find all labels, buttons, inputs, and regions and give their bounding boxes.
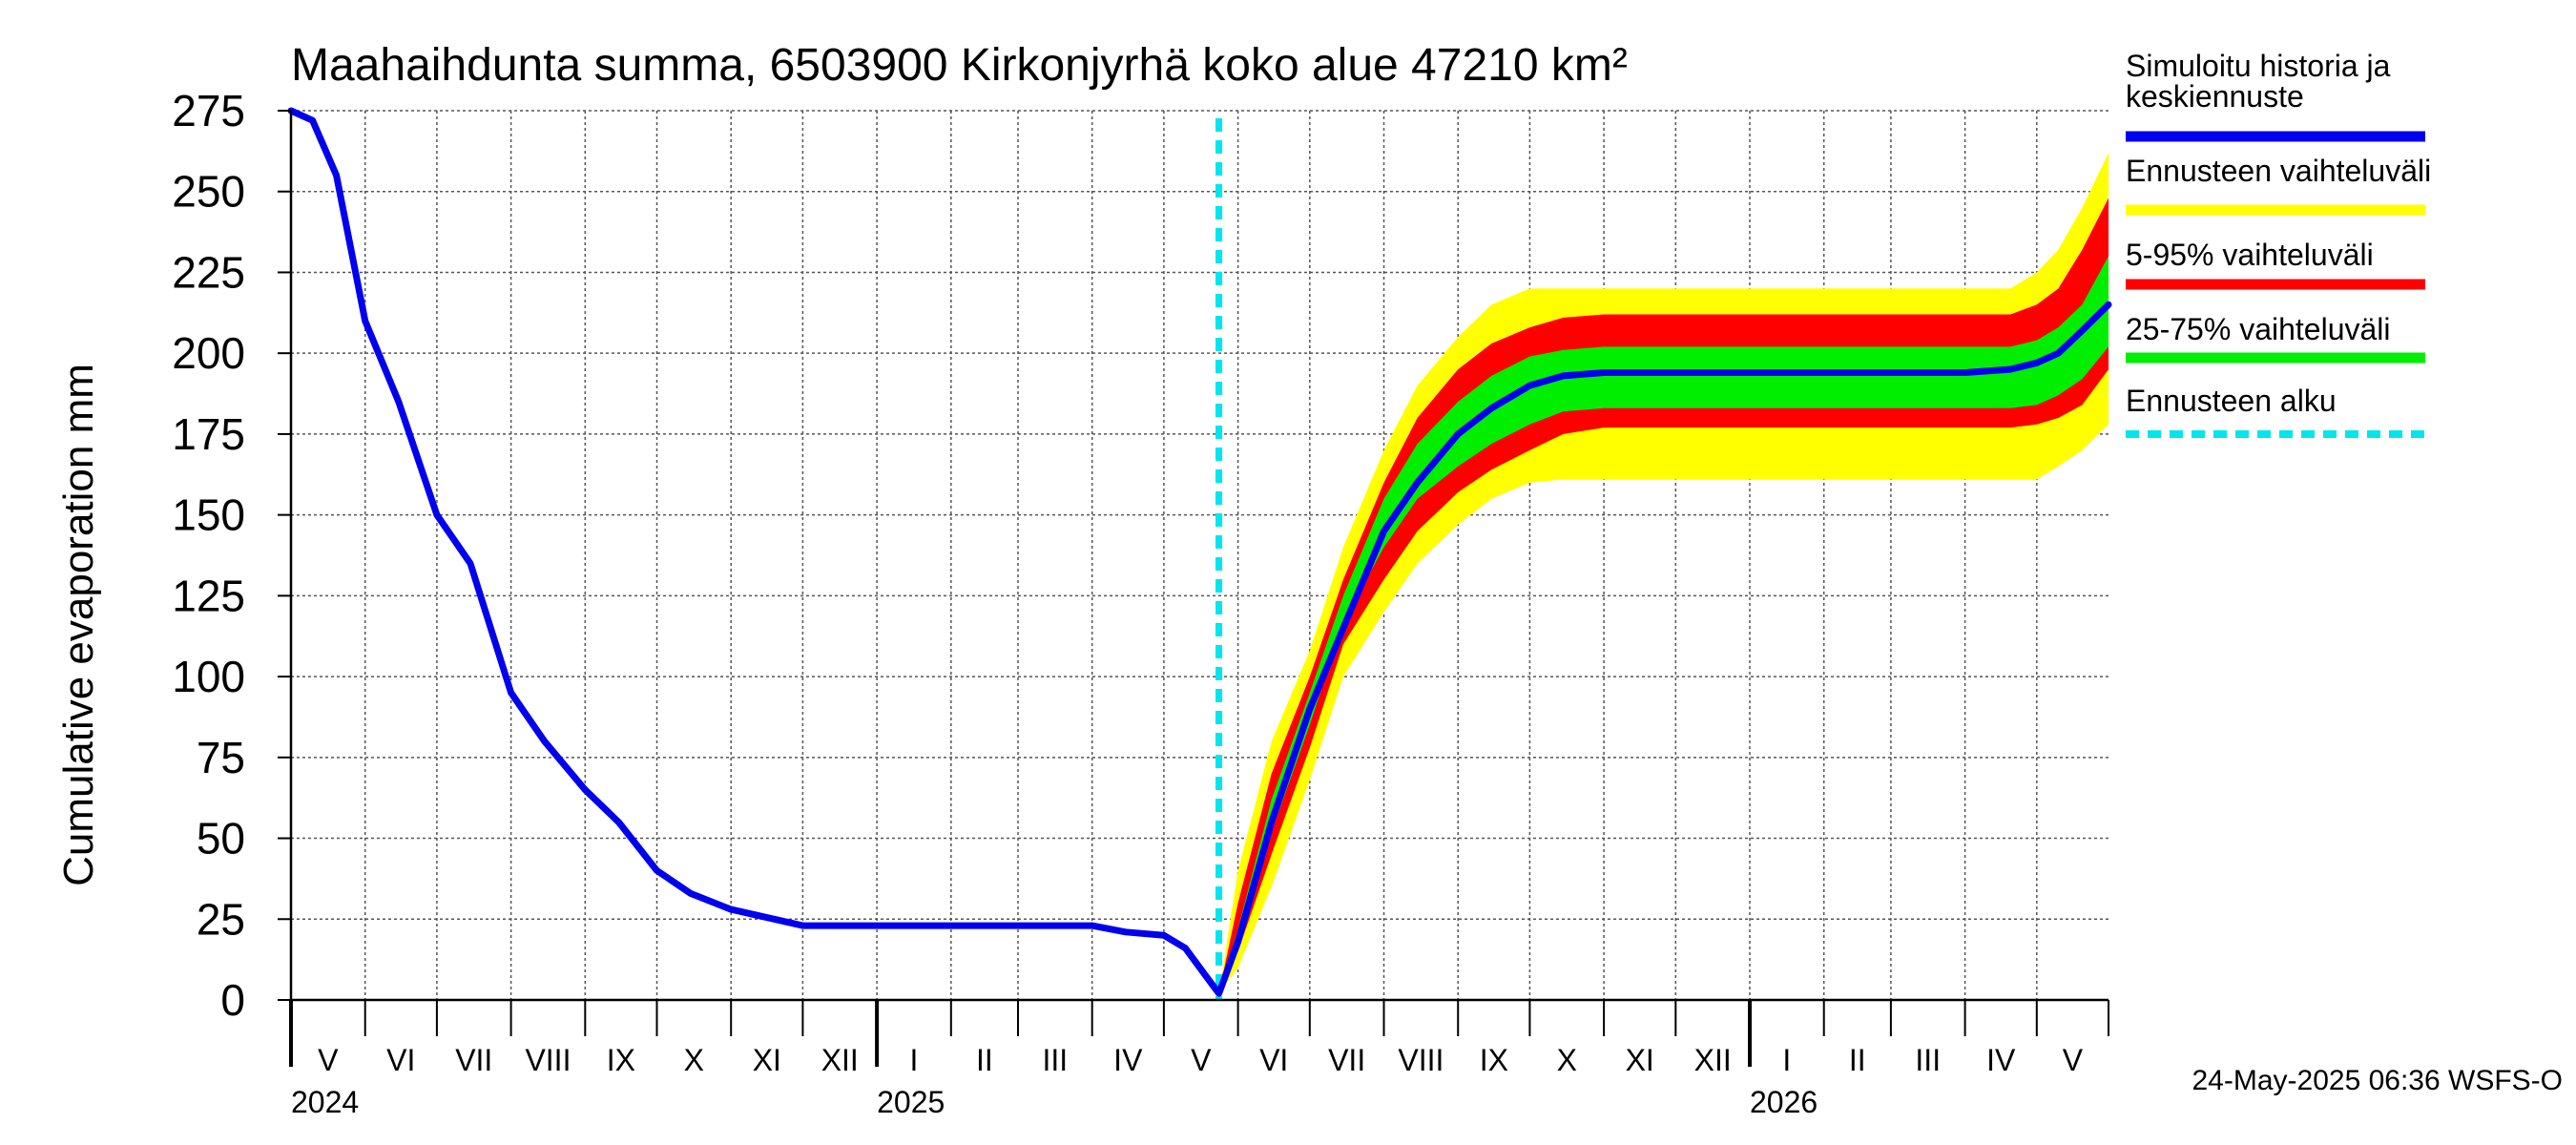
y-tick-label: 275 — [172, 86, 245, 135]
month-label: XII — [821, 1043, 859, 1077]
month-label: III — [1915, 1043, 1941, 1077]
chart-title: Maahaihdunta summa, 6503900 Kirkonjyrhä … — [291, 40, 1628, 91]
year-label: 2025 — [877, 1085, 945, 1119]
y-tick-labels: 0 25 50 75 100 125 150 175 200 225 250 275 — [172, 86, 245, 1025]
month-label: I — [1782, 1043, 1791, 1077]
y-tick-label: 200 — [172, 328, 245, 378]
timestamp-label: 24-May-2025 06:36 WSFS-O — [2192, 1065, 2564, 1096]
legend-label: Simuloitu historia ja — [2126, 49, 2391, 83]
month-label: X — [1557, 1043, 1577, 1077]
legend-label: keskiennuste — [2126, 79, 2304, 114]
y-tick-label: 25 — [197, 894, 245, 944]
month-label: VII — [455, 1043, 492, 1077]
y-tick-label: 175 — [172, 409, 245, 459]
month-label: XI — [1626, 1043, 1654, 1077]
y-tick-label: 250 — [172, 167, 245, 217]
axes — [278, 110, 2109, 1067]
legend-label: 5-95% vaihteluväli — [2126, 238, 2374, 272]
y-tick-label: 0 — [220, 975, 245, 1025]
month-label: IV — [1113, 1043, 1143, 1077]
month-label: III — [1043, 1043, 1069, 1077]
y-axis-label: Cumulative evaporation mm — [55, 364, 102, 886]
band-00ee00 — [1218, 256, 2109, 994]
legend-label: 25-75% vaihteluväli — [2126, 312, 2391, 346]
month-label: V — [318, 1043, 339, 1077]
legend-label: Ennusteen alku — [2126, 384, 2337, 418]
y-tick-label: 50 — [197, 814, 245, 864]
y-tick-label: 75 — [197, 733, 245, 782]
month-label: IX — [1480, 1043, 1508, 1077]
month-label: VI — [386, 1043, 415, 1077]
forecast-bands — [1218, 153, 2109, 994]
month-label: V — [2063, 1043, 2084, 1077]
month-label: IV — [1986, 1043, 2016, 1077]
y-tick-label: 125 — [172, 571, 245, 620]
legend-label: Ennusteen vaihteluväli — [2126, 154, 2431, 188]
month-label: VI — [1259, 1043, 1288, 1077]
median-line — [287, 107, 2112, 997]
month-label: XII — [1694, 1043, 1732, 1077]
month-label: VIII — [1398, 1043, 1444, 1077]
grid — [291, 110, 2109, 1000]
month-label: II — [976, 1043, 993, 1077]
x-tick-labels: V VI VII VIII IX X XI XII I II III IV V VI VII VIII IX X X… — [291, 1043, 2084, 1119]
year-label: 2026 — [1750, 1085, 1818, 1119]
month-label: VII — [1328, 1043, 1365, 1077]
month-label: VIII — [525, 1043, 571, 1077]
month-label: V — [1191, 1043, 1212, 1077]
y-tick-label: 100 — [172, 652, 245, 701]
y-tick-label: 225 — [172, 247, 245, 297]
series-lines — [287, 107, 2112, 1000]
month-label: I — [910, 1043, 919, 1077]
month-label: IX — [607, 1043, 635, 1077]
month-label: X — [684, 1043, 704, 1077]
month-label: XI — [753, 1043, 781, 1077]
month-label: II — [1849, 1043, 1866, 1077]
y-tick-label: 150 — [172, 490, 245, 540]
year-label: 2024 — [291, 1085, 359, 1119]
